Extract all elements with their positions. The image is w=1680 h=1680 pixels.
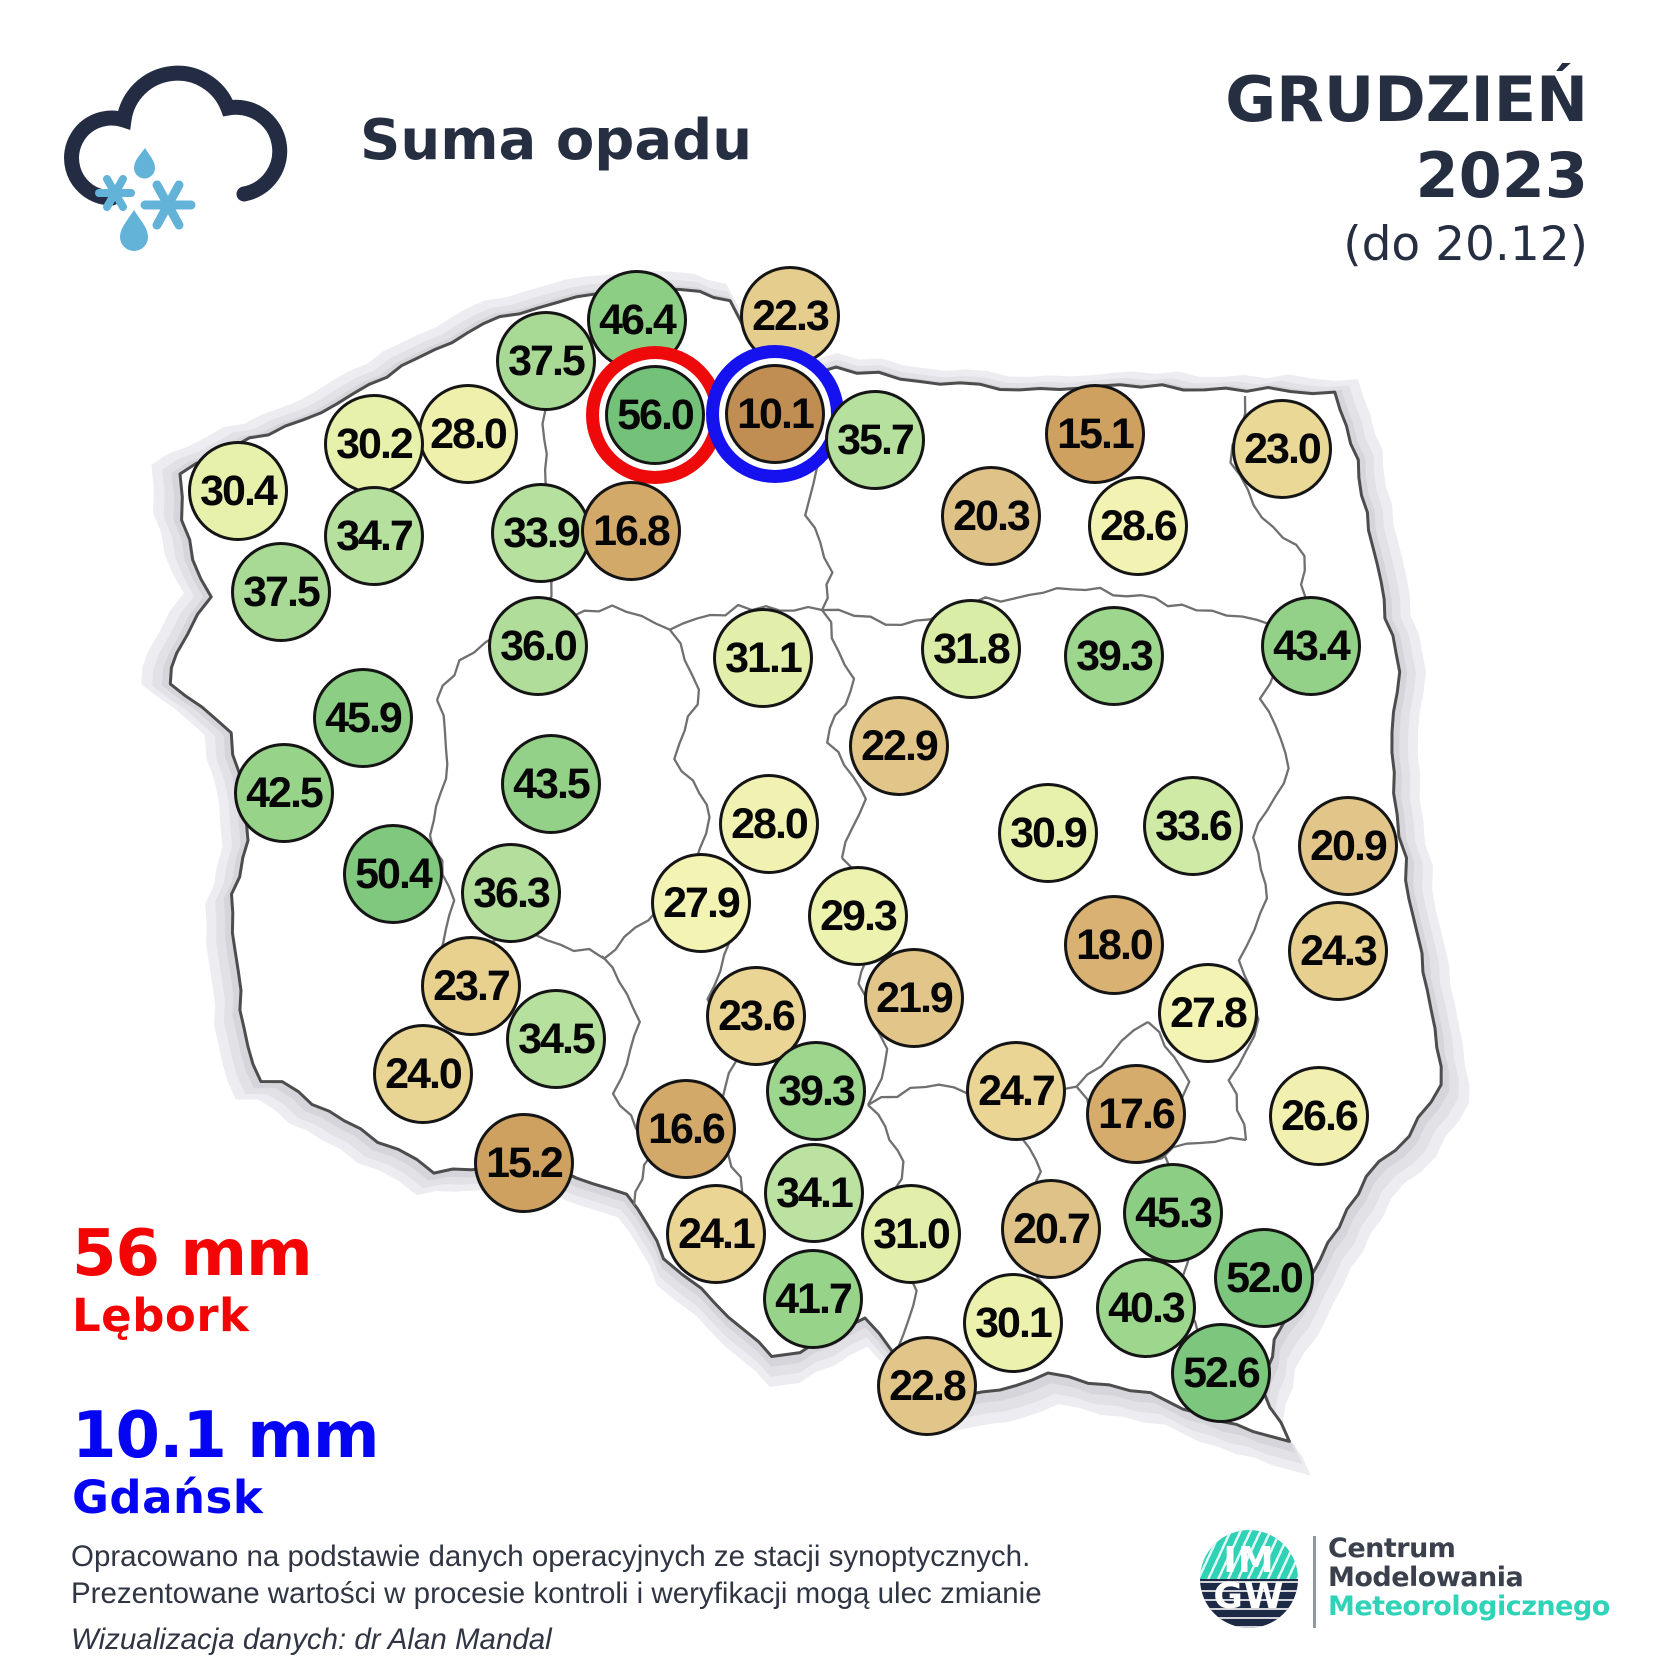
station-circle: 23.0 (1232, 399, 1332, 499)
station-circle: 27.9 (651, 853, 751, 953)
footer-credit: Wizualizacja danych: dr Alan Mandal (71, 1623, 552, 1656)
period-month: GRUDZIEŃ (1225, 63, 1588, 136)
station-circle: 30.1 (963, 1273, 1063, 1373)
footer-line2: Prezentowane wartości w procesie kontrol… (71, 1577, 1042, 1610)
station-circle: 24.7 (966, 1041, 1066, 1141)
station-circle: 37.5 (231, 542, 331, 642)
station-circle: 36.0 (488, 596, 588, 696)
station-circle: 33.9 (491, 483, 591, 583)
station-circle: 36.3 (461, 843, 561, 943)
period-year: 2023 (1415, 139, 1588, 212)
imgw-logo-icon: IM GW (1200, 1530, 1298, 1628)
station-circle: 28.6 (1088, 476, 1188, 576)
station-circle: 22.8 (877, 1336, 977, 1436)
station-circle: 21.9 (864, 948, 964, 1048)
station-circle: 23.7 (421, 936, 521, 1036)
station-circle: 45.9 (313, 668, 413, 768)
logo-text-line2: Modelowania (1328, 1562, 1524, 1593)
legend-max: 56 mm Lębork (72, 1218, 379, 1342)
station-circle: 24.3 (1288, 901, 1388, 1001)
station-circle: 20.9 (1298, 796, 1398, 896)
legend-min-station: Gdańsk (72, 1471, 264, 1524)
station-circle: 34.7 (324, 486, 424, 586)
station-circle: 16.6 (636, 1079, 736, 1179)
station-circle: 41.7 (763, 1249, 863, 1349)
logo-text-line3: Meteorologicznego (1328, 1591, 1610, 1622)
station-circle: 52.6 (1171, 1323, 1271, 1423)
station-circle: 28.0 (719, 774, 819, 874)
station-circle: 15.2 (474, 1113, 574, 1213)
raindrop-large (120, 210, 148, 251)
station-circle: 27.8 (1158, 963, 1258, 1063)
station-circle: 15.1 (1045, 384, 1145, 484)
station-circle: 34.1 (764, 1143, 864, 1243)
station-circle: 42.5 (234, 743, 334, 843)
station-circle: 17.6 (1086, 1064, 1186, 1164)
voivodeship-border (821, 609, 867, 859)
snowflake-small (95, 175, 135, 211)
station-circle: 33.6 (1143, 776, 1243, 876)
station-circle: 28.0 (418, 384, 518, 484)
period-block: GRUDZIEŃ 2023 (do 20.12) (1225, 62, 1588, 276)
station-circle: 20.7 (1001, 1179, 1101, 1279)
station-circle: 22.9 (849, 696, 949, 796)
station-circle: 29.3 (808, 866, 908, 966)
voivodeship-border (821, 586, 1303, 630)
voivodeship-border (428, 699, 456, 959)
station-circle: 46.4 (587, 270, 687, 370)
footer-line1: Opracowano na podstawie danych operacyjn… (71, 1540, 1031, 1573)
station-circle: 16.8 (581, 481, 681, 581)
legend-max-station: Lębork (72, 1289, 250, 1342)
extremes-legend: 56 mm Lębork 10.1 mm Gdańsk (72, 1218, 380, 1524)
imgw-logo-im: IM (1200, 1530, 1298, 1579)
station-circle: 24.1 (666, 1184, 766, 1284)
period-note: (do 20.12) (1343, 217, 1588, 272)
station-circle: 40.3 (1096, 1258, 1196, 1358)
station-circle: 18.0 (1064, 895, 1164, 995)
station-circle: 31.8 (921, 599, 1021, 699)
footer-disclaimer: Opracowano na podstawie danych operacyjn… (71, 1538, 1042, 1658)
station-circle: 35.7 (825, 390, 925, 490)
station-circle: 37.5 (496, 311, 596, 411)
station-circle: 39.3 (1064, 606, 1164, 706)
imgw-logo-gw: GW (1200, 1579, 1298, 1628)
logo-text-line1: Centrum (1328, 1533, 1456, 1564)
station-circle-red-ring: 56.0 (605, 365, 705, 465)
station-circle: 22.3 (740, 266, 840, 366)
legend-max-value: 56 mm (72, 1217, 313, 1291)
voivodeship-border (1227, 627, 1304, 1141)
snowflake-large (140, 180, 196, 230)
legend-min: 10.1 mm Gdańsk (72, 1399, 380, 1524)
snow-rain-cloud-icon (64, 65, 288, 251)
station-circle: 30.2 (324, 394, 424, 494)
station-circle: 43.5 (501, 734, 601, 834)
station-circle: 45.3 (1123, 1163, 1223, 1263)
page-title: Suma opadu (360, 108, 753, 173)
station-circle: 34.5 (506, 989, 606, 1089)
station-circle: 43.4 (1261, 596, 1361, 696)
logo-text: Centrum Modelowania Meteorologicznego (1328, 1534, 1610, 1621)
logo-divider (1313, 1536, 1316, 1628)
station-circle: 24.0 (373, 1024, 473, 1124)
station-circle: 52.0 (1214, 1228, 1314, 1328)
station-circle: 20.3 (941, 466, 1041, 566)
station-circle: 31.1 (713, 608, 813, 708)
station-circle: 30.4 (188, 441, 288, 541)
station-circle: 31.0 (861, 1184, 961, 1284)
voivodeship-border (601, 955, 654, 1207)
raindrop-small (134, 148, 155, 179)
station-circle: 26.6 (1269, 1066, 1369, 1166)
legend-min-value: 10.1 mm (72, 1399, 380, 1473)
station-circle: 30.9 (998, 783, 1098, 883)
station-circle-blue-ring: 10.1 (725, 364, 825, 464)
station-circle: 39.3 (766, 1041, 866, 1141)
voivodeship-border (669, 629, 711, 881)
cloud-outline (64, 65, 288, 206)
station-circle: 50.4 (343, 824, 443, 924)
